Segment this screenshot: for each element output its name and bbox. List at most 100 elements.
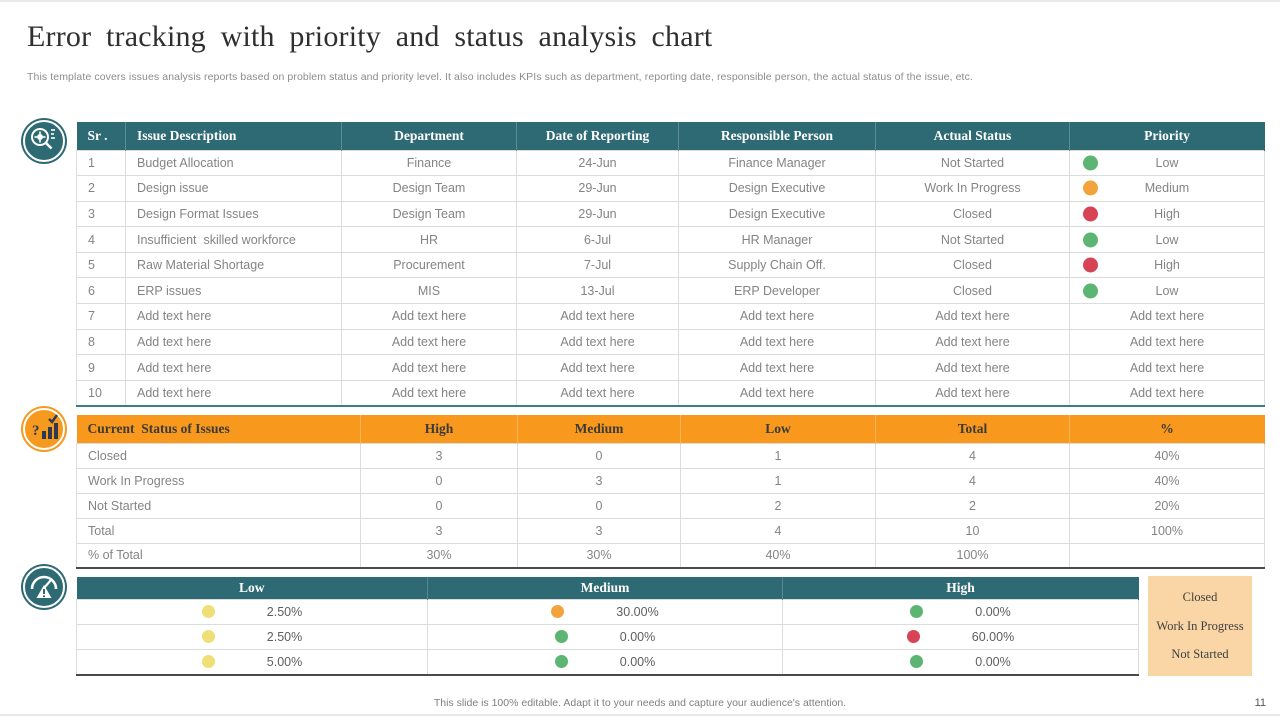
status-table-row: Work In Progress 0 3 1 4 40%: [76, 467, 1265, 494]
col-header-sr: Sr .: [76, 122, 126, 150]
issues-table-header: Sr . Issue Description Department Date o…: [76, 122, 1265, 150]
responsible-person-cell: Add text here: [678, 354, 876, 381]
issue-description-cell: Add text here: [125, 354, 342, 381]
medium-count-cell: 3: [517, 517, 681, 544]
priority-table-row: 5.00% 0.00% 0.00%: [76, 649, 1139, 676]
priority-cell: Add text here: [1069, 328, 1265, 356]
percent-wrap: 0.00%: [429, 655, 782, 669]
priority-cell: Add text here: [1069, 354, 1265, 381]
status-table-header: Current Status of Issues High Medium Low…: [76, 415, 1265, 443]
high-count-cell: 0: [360, 467, 518, 494]
priority-table-row: 2.50% 0.00% 60.00%: [76, 623, 1139, 651]
percent-value: 2.50%: [266, 604, 303, 619]
actual-status-cell: Work In Progress: [875, 175, 1070, 202]
priority-cell: Medium: [1069, 175, 1265, 202]
responsible-person-cell: Finance Manager: [678, 149, 876, 177]
legend-item-not-started: Not Started: [1171, 647, 1229, 662]
status-summary-table: Current Status of Issues High Medium Low…: [76, 415, 1265, 569]
col-header-issue-description: Issue Description: [125, 122, 342, 150]
col-header-date-of-reporting: Date of Reporting: [516, 122, 679, 150]
sr-cell: 6: [76, 277, 126, 305]
status-dot: [910, 605, 924, 619]
issues-table-row: 9 Add text here Add text here Add text here…: [76, 354, 1265, 381]
priority-cell: Low: [1069, 149, 1265, 177]
low-count-cell: 40%: [680, 542, 876, 569]
medium-count-cell: 30%: [517, 542, 681, 569]
percent-wrap: 0.00%: [784, 654, 1138, 669]
issues-table-row: 5 Raw Material Shortage Procurement 7-Jul Su…: [76, 251, 1265, 279]
percent-wrap: 2.50%: [78, 629, 427, 644]
low-percent-cell: 5.00%: [76, 649, 428, 676]
priority-cell: Add text here: [1069, 303, 1265, 330]
medium-count-cell: 0: [517, 492, 681, 519]
percent-cell: 20%: [1069, 492, 1265, 519]
priority-label: High: [1154, 258, 1180, 273]
priority-percentage-table: Low Medium High 2.50% 30.00% 0.00% 2.50% 0.0…: [76, 577, 1139, 676]
issues-table-row: 8 Add text here Add text here Add text here…: [76, 328, 1265, 356]
issue-description-cell: ERP issues: [125, 277, 342, 305]
total-count-cell: 2: [875, 492, 1070, 519]
department-cell: Add text here: [341, 303, 517, 330]
issue-description-cell: Design issue: [125, 175, 342, 202]
percent-wrap: 30.00%: [429, 605, 782, 619]
percent-value: 2.50%: [266, 629, 303, 644]
status-dot: [201, 605, 215, 619]
issues-table-row: 4 Insufficient skilled workforce HR 6-Jul HR…: [76, 226, 1265, 253]
status-dot: [910, 655, 924, 669]
issue-description-cell: Add text here: [125, 328, 342, 356]
actual-status-cell: Not Started: [875, 149, 1070, 177]
priority-label: Add text here: [1129, 360, 1205, 375]
responsible-person-cell: HR Manager: [678, 226, 876, 253]
priority-label: Add text here: [1129, 334, 1205, 349]
status-label-cell: % of Total: [76, 542, 361, 569]
low-count-cell: 1: [680, 442, 876, 469]
priority-dot: [1083, 155, 1098, 171]
issue-description-cell: Design Format Issues: [125, 200, 342, 228]
sr-cell: 7: [76, 303, 126, 330]
percent-wrap: 5.00%: [78, 655, 427, 669]
percent-value: 0.00%: [975, 654, 1011, 669]
status-dot: [906, 630, 920, 644]
high-percent-cell: 0.00%: [782, 598, 1139, 625]
priority-cell: High: [1069, 251, 1265, 279]
page-title: Error tracking with priority and status …: [27, 20, 713, 53]
department-cell: Add text here: [341, 354, 517, 381]
gauge-warning-icon: [21, 564, 67, 610]
col-header-responsible-person: Responsible Person: [678, 122, 876, 150]
percent-wrap: 2.50%: [78, 604, 427, 619]
col-header-total: Total: [875, 415, 1070, 443]
priority-dot: [1083, 283, 1098, 299]
col-header-low: Low: [76, 577, 428, 599]
priority-cell: High: [1069, 200, 1265, 228]
priority-cell: Low: [1069, 277, 1265, 305]
col-header-medium: Medium: [517, 415, 681, 443]
responsible-person-cell: Add text here: [678, 379, 876, 407]
total-count-cell: 10: [875, 517, 1070, 544]
status-dot: [201, 630, 215, 644]
responsible-person-cell: Add text here: [678, 328, 876, 356]
gauge-warning-icon-svg: [23, 566, 65, 608]
issue-description-cell: Raw Material Shortage: [125, 251, 342, 279]
actual-status-cell: Add text here: [875, 328, 1070, 356]
issues-table-row: 3 Design Format Issues Design Team 29-Jun De…: [76, 200, 1265, 228]
responsible-person-cell: Design Executive: [678, 200, 876, 228]
low-count-cell: 4: [680, 517, 876, 544]
status-label-cell: Total: [76, 517, 361, 544]
actual-status-cell: Add text here: [875, 354, 1070, 381]
issues-table-row: 10 Add text here Add text here Add text her…: [76, 379, 1265, 407]
department-cell: Add text here: [341, 379, 517, 407]
col-header-current-status: Current Status of Issues: [76, 415, 361, 443]
status-legend: Closed Work In Progress Not Started: [1148, 576, 1252, 676]
percent-wrap: 0.00%: [429, 630, 782, 644]
issue-description-cell: Add text here: [125, 379, 342, 407]
status-dot: [554, 655, 568, 669]
total-count-cell: 4: [875, 442, 1070, 469]
high-percent-cell: 60.00%: [782, 623, 1139, 651]
date-of-reporting-cell: 29-Jun: [516, 200, 679, 228]
department-cell: Procurement: [341, 251, 517, 279]
slide-bottom-border: [0, 714, 1280, 716]
date-of-reporting-cell: Add text here: [516, 328, 679, 356]
date-of-reporting-cell: 29-Jun: [516, 175, 679, 202]
actual-status-cell: Closed: [875, 200, 1070, 228]
col-header-department: Department: [341, 122, 517, 150]
